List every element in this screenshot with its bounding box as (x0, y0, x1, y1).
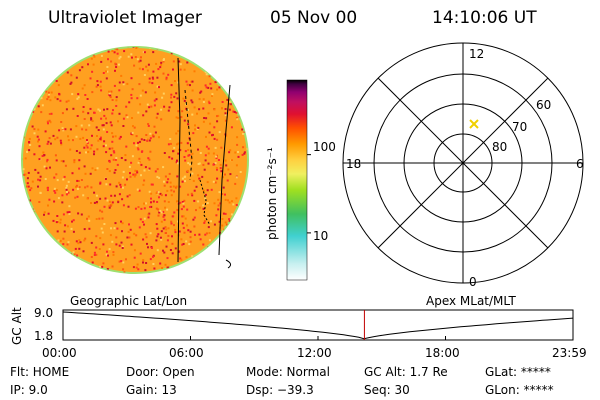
x-tick-0000: 00:00 (42, 346, 77, 360)
time-label: 14:10:06 UT (432, 8, 537, 28)
timeline-ticks (62, 336, 574, 340)
lat-label-80: 80 (492, 140, 508, 154)
info-glat: GLat: ***** (485, 365, 551, 379)
y-tick-9: 9.0 (34, 306, 54, 320)
info-gcalt: GC Alt: 1.7 Re (364, 365, 448, 379)
info-mode: Mode: Normal (246, 365, 330, 379)
info-door: Door: Open (126, 365, 195, 379)
geographic-caption: Geographic Lat/Lon (70, 294, 188, 308)
info-flt: Flt: HOME (10, 365, 70, 379)
colorbar-gradient (286, 79, 308, 281)
altitude-curve (62, 311, 574, 340)
x-tick-1800: 18:00 (425, 346, 460, 360)
mlt-label-6: 6 (576, 157, 584, 171)
info-seq: Seq: 30 (364, 383, 410, 397)
x-tick-1200: 12:00 (297, 346, 332, 360)
timeline-plot (62, 309, 574, 341)
geo-line (218, 84, 231, 256)
colorbar-tick-10: 10 (313, 229, 329, 243)
timeline-frame (62, 309, 574, 341)
instrument-title: Ultraviolet Imager (48, 8, 202, 28)
geo-line (225, 259, 232, 269)
polar-marker (469, 119, 479, 129)
x-tick-0600: 06:00 (169, 346, 204, 360)
geo-line (184, 89, 193, 181)
polar-plot (342, 42, 584, 284)
geo-line (199, 179, 211, 226)
mlt-label-0: 0 (469, 275, 477, 289)
y-tick-1.8: 1.8 (34, 329, 54, 343)
lat-label-70: 70 (512, 120, 528, 134)
info-dsp: Dsp: −39.3 (246, 383, 314, 397)
timeline-axis-title: GC Alt (10, 307, 24, 345)
date-label: 05 Nov 00 (270, 8, 358, 28)
mlt-label-12: 12 (469, 47, 485, 61)
mlt-label-18: 18 (346, 157, 362, 171)
info-glon: GLon: ***** (485, 383, 554, 397)
colorbar-ticks (307, 154, 311, 234)
colorbar (286, 79, 311, 281)
info-ip: IP: 9.0 (10, 383, 48, 397)
x-tick-2359: 23:59 (552, 346, 587, 360)
polar-axis-diagonal (377, 77, 549, 249)
apex-caption: Apex MLat/MLT (426, 294, 516, 308)
colorbar-tick-100: 100 (313, 140, 336, 154)
lat-label-60: 60 (536, 98, 552, 112)
uv-disc-image (21, 46, 249, 274)
disc-fill (23, 48, 247, 272)
info-gain: Gain: 13 (126, 383, 177, 397)
colorbar-unit-label: photon cm⁻²s⁻¹ (265, 147, 279, 240)
geo-line (177, 57, 181, 263)
